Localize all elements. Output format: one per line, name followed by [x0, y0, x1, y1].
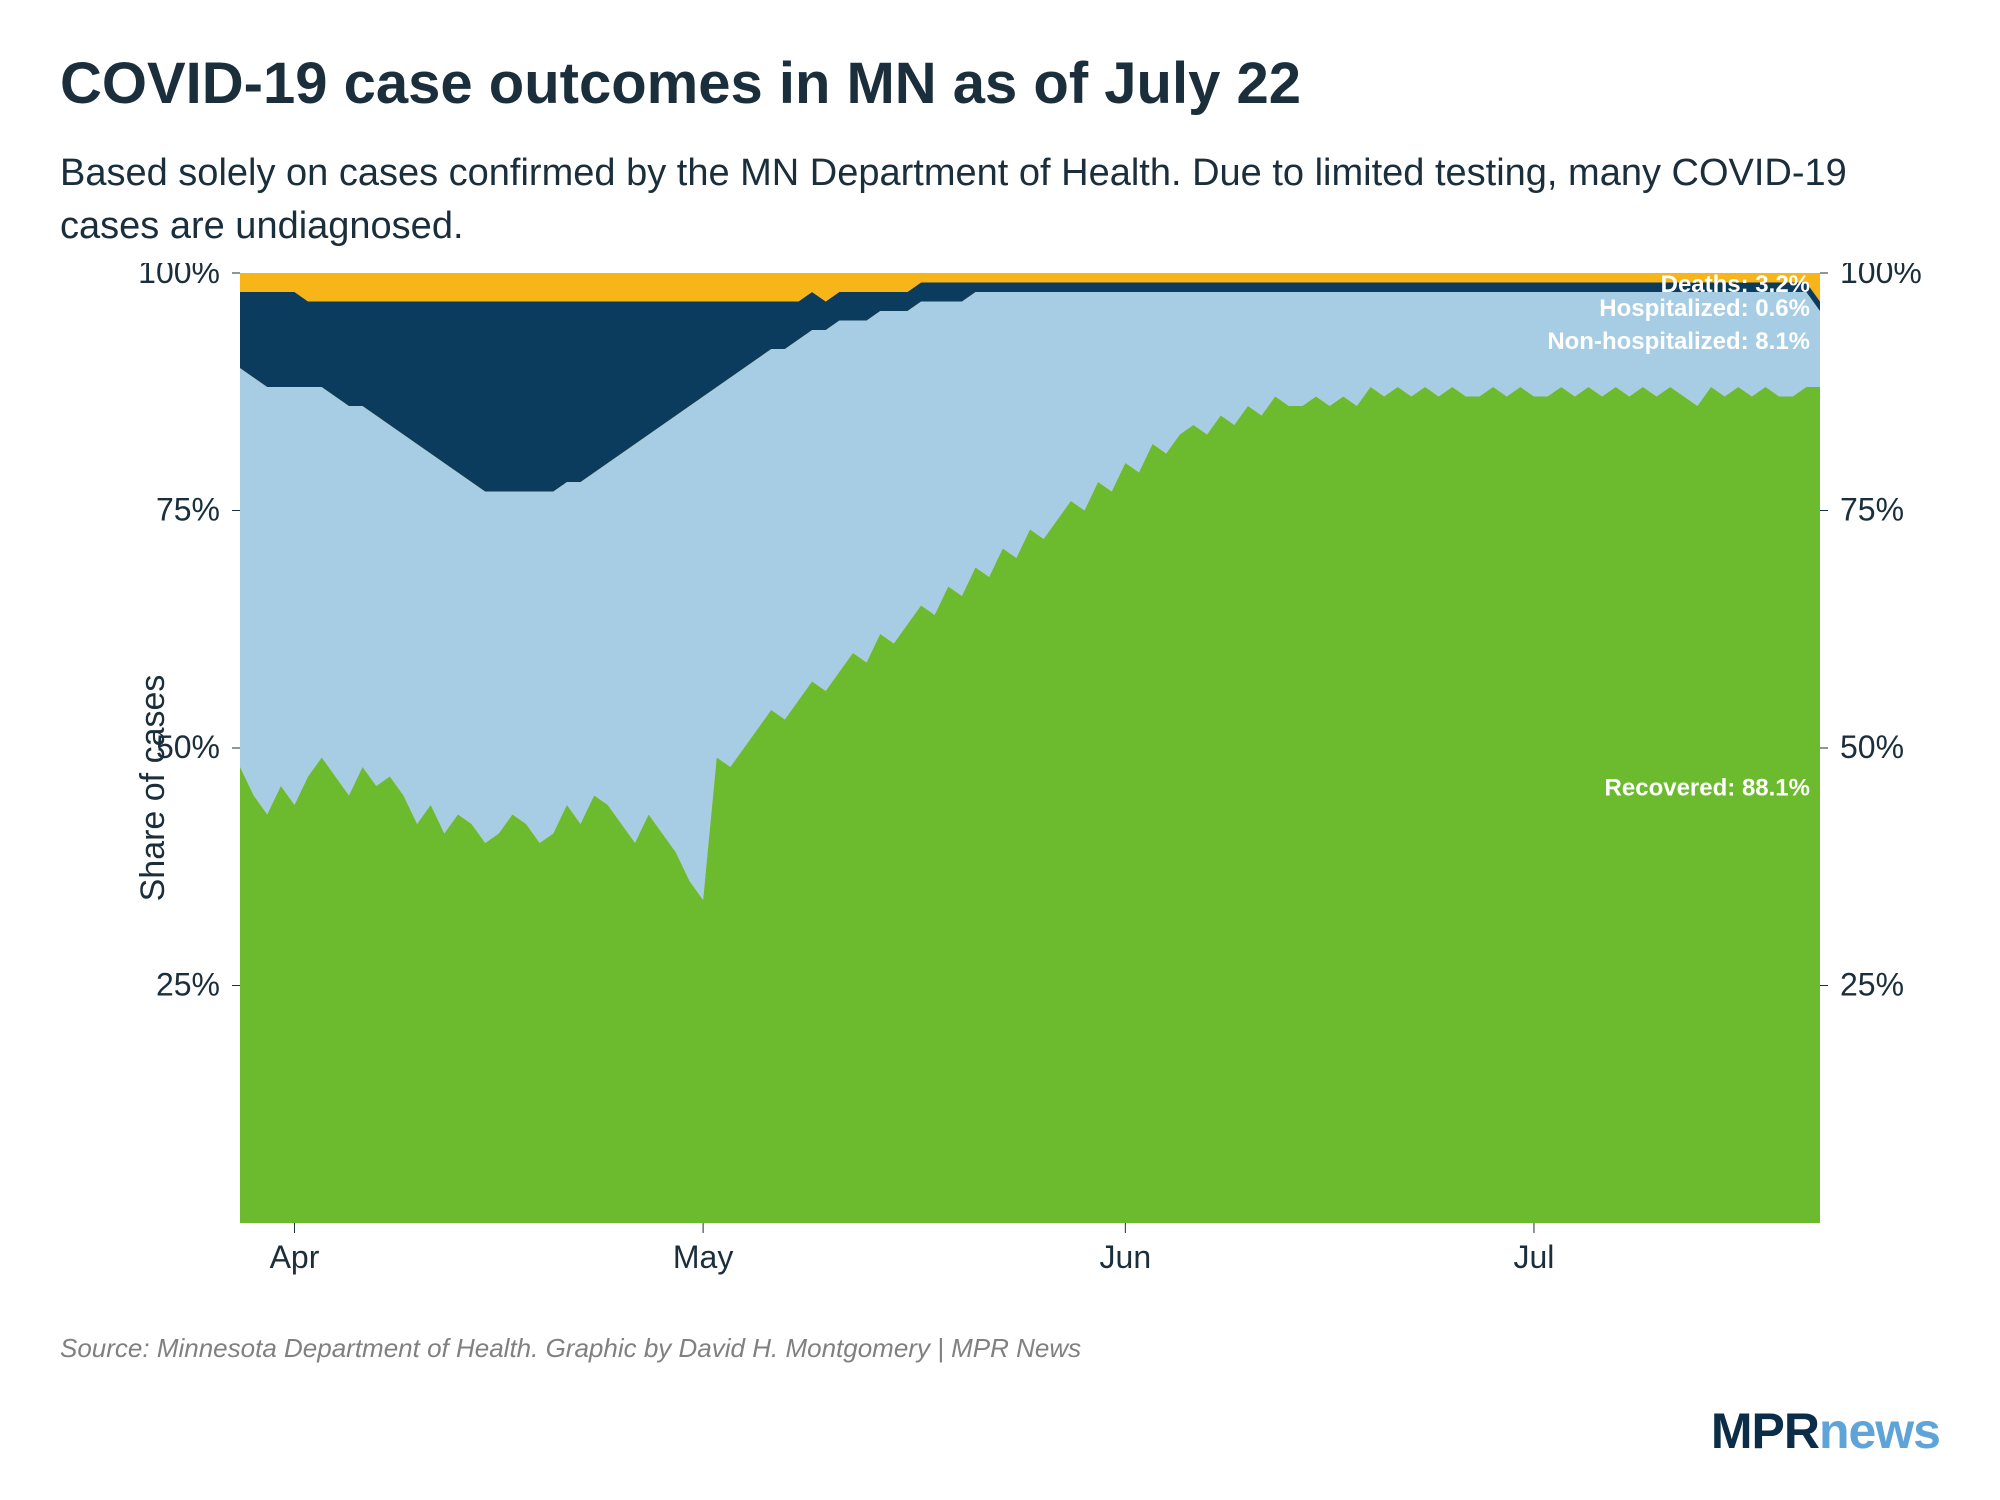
- series-label-deaths: Deaths: 3.2%: [1661, 271, 1810, 298]
- logo-news-text: news: [1819, 1403, 1940, 1459]
- mpr-news-logo: MPRnews: [1711, 1402, 1940, 1460]
- y-tick-left: 100%: [138, 263, 220, 290]
- y-tick-right: 25%: [1840, 967, 1904, 1003]
- series-label-non-hospitalized: Non-hospitalized: 8.1%: [1547, 328, 1810, 355]
- y-tick-right: 75%: [1840, 492, 1904, 528]
- source-caption: Source: Minnesota Department of Health. …: [60, 1333, 1940, 1364]
- x-tick: May: [673, 1239, 733, 1275]
- x-tick: Jun: [1100, 1239, 1152, 1275]
- chart-subtitle: Based solely on cases confirmed by the M…: [60, 147, 1940, 253]
- y-tick-left: 25%: [156, 967, 220, 1003]
- y-tick-left: 50%: [156, 729, 220, 765]
- stacked-area-chart: 25% 25% 50% 50% 75% 75% 100% 100% Apr May Jun Jul Re…: [60, 263, 1940, 1313]
- series-label-hospitalized: Hospitalized: 0.6%: [1599, 295, 1810, 322]
- series-label-recovered: Recovered: 88.1%: [1605, 775, 1810, 802]
- x-tick: Apr: [270, 1239, 320, 1275]
- logo-mpr-text: MPR: [1711, 1403, 1819, 1459]
- y-tick-right: 50%: [1840, 729, 1904, 765]
- chart-title: COVID-19 case outcomes in MN as of July …: [60, 50, 1940, 117]
- chart-container: Share of cases 25%25%50%50%75%75%100%100…: [60, 263, 1940, 1313]
- y-tick-left: 75%: [156, 492, 220, 528]
- y-tick-right: 100%: [1840, 263, 1922, 290]
- x-tick: Jul: [1514, 1239, 1555, 1275]
